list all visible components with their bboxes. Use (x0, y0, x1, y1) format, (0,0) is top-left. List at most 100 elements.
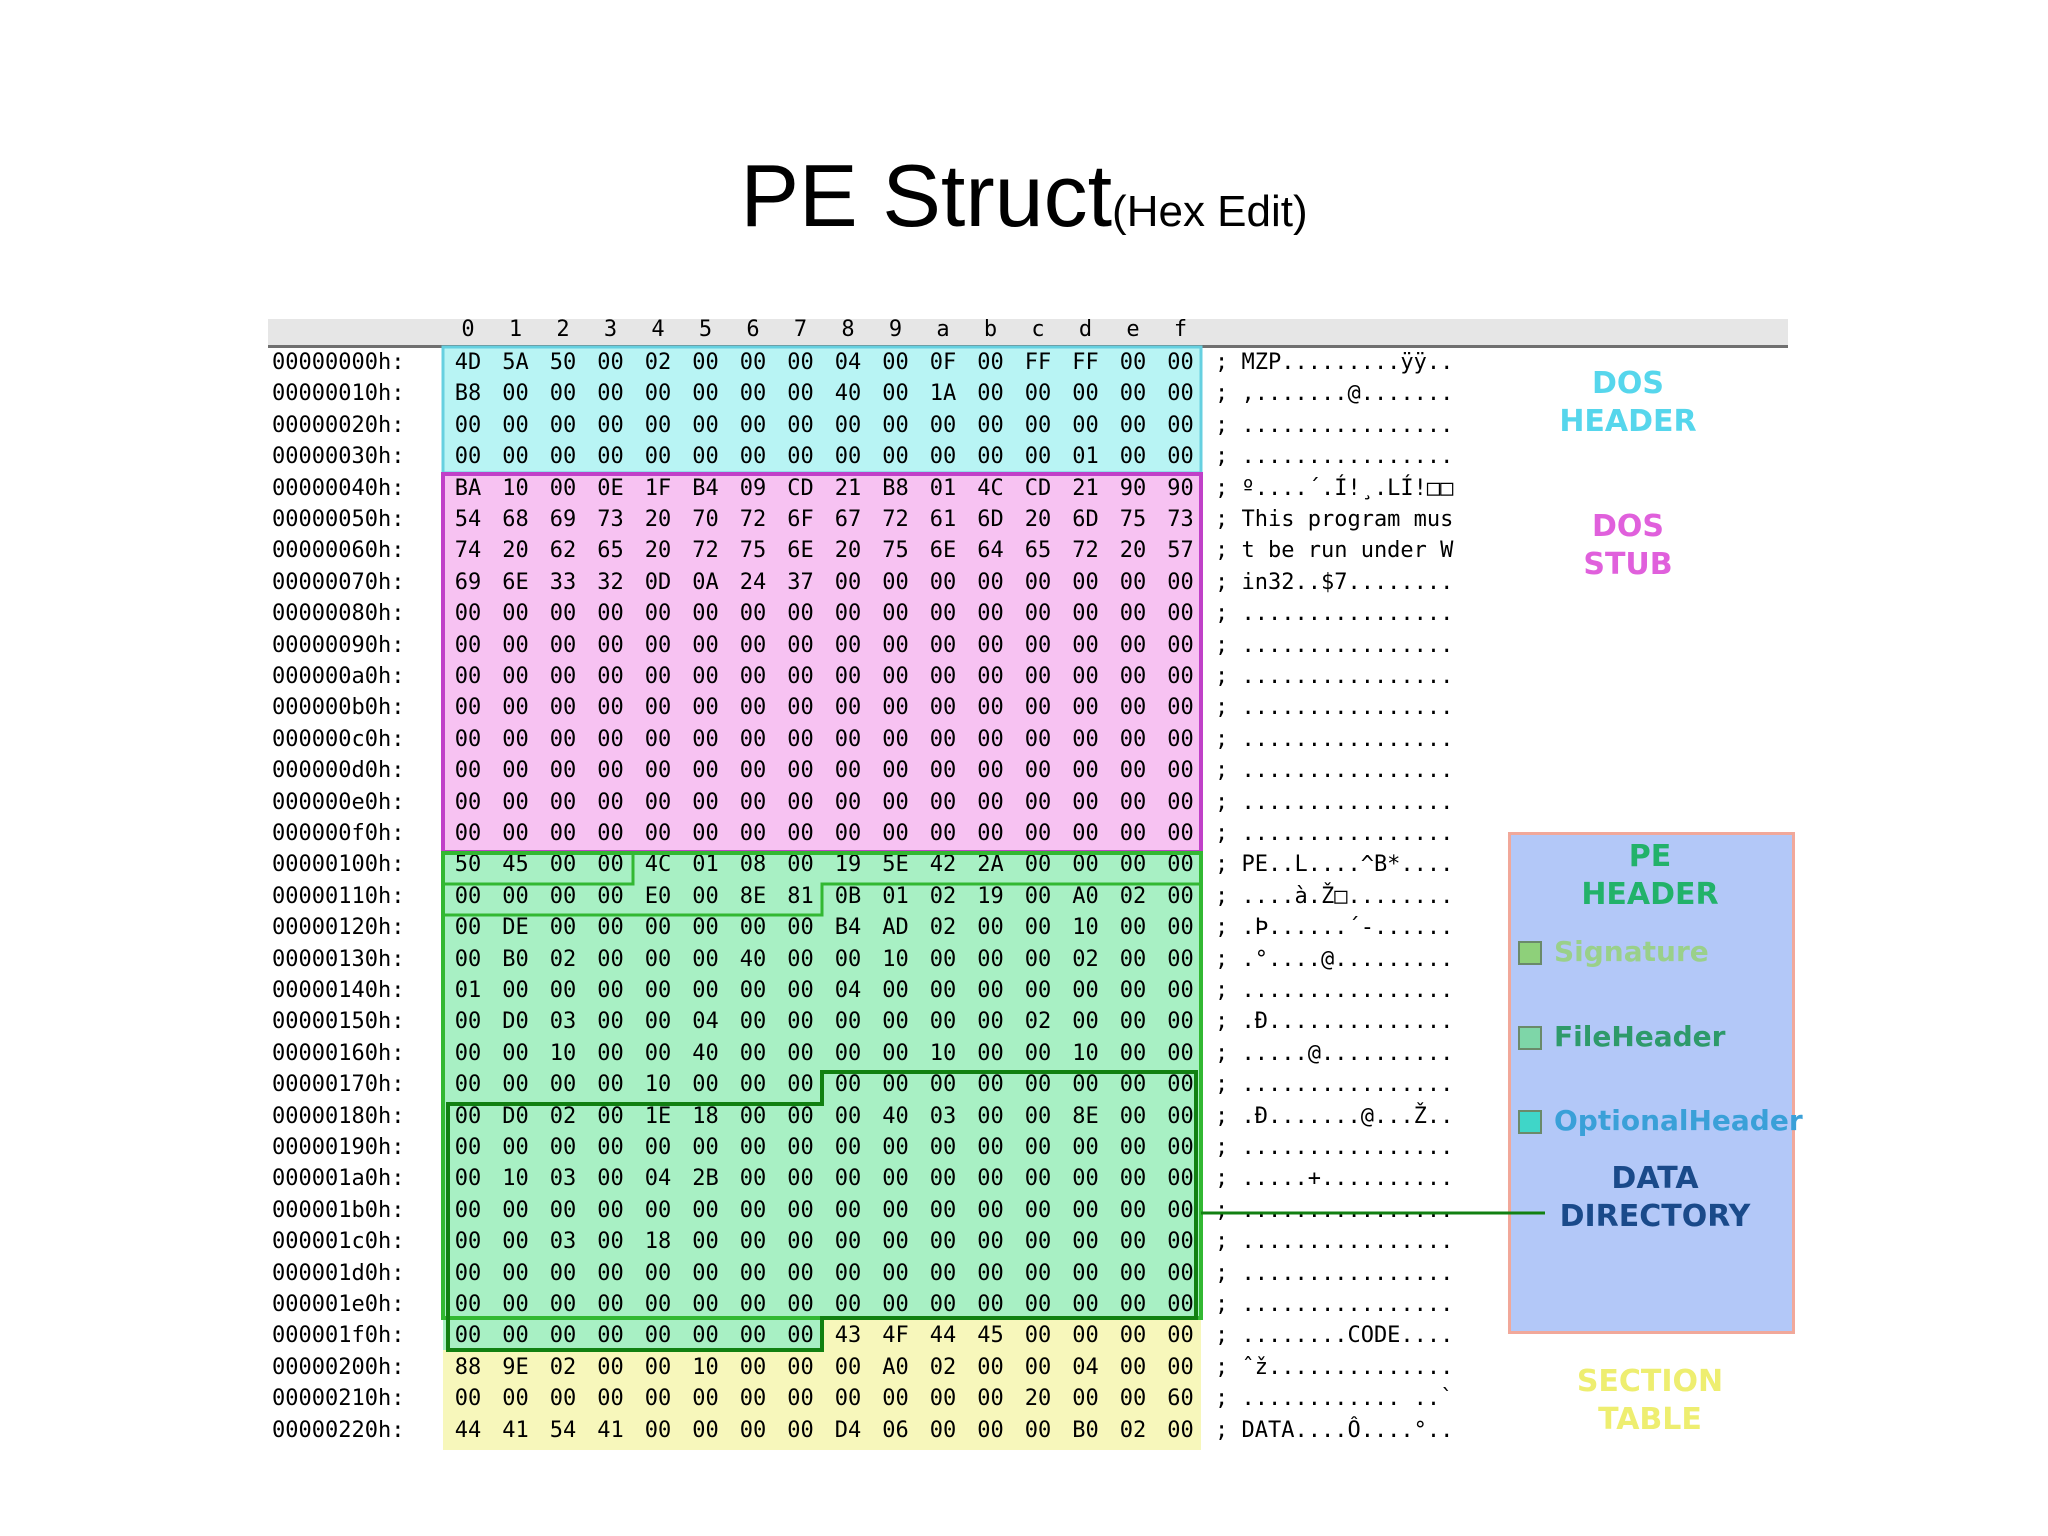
hex-byte: 02 (549, 1103, 577, 1129)
hex-byte: 00 (644, 632, 672, 658)
hex-byte: D4 (834, 1417, 862, 1443)
hex-byte: 00 (1072, 632, 1099, 658)
ascii-column: ; ................ (1215, 789, 1454, 815)
hex-byte: 00 (1167, 915, 1194, 941)
ascii-column: ; ................ (1215, 444, 1454, 470)
hex-byte: 00 (1024, 444, 1052, 470)
hex-byte: 00 (692, 1323, 719, 1349)
hex-byte: 40 (739, 946, 767, 972)
hex-byte: 00 (739, 381, 767, 407)
hex-byte: 00 (692, 883, 719, 909)
hex-byte: 73 (597, 507, 624, 532)
hex-byte: 10 (692, 1354, 719, 1380)
column-header-d: d (1078, 317, 1093, 342)
hex-byte: 00 (597, 632, 624, 658)
hex-byte: 00 (929, 1386, 957, 1412)
hex-byte: 0A (692, 569, 719, 595)
hex-byte: 00 (597, 1197, 624, 1223)
hex-byte: 00 (1072, 821, 1099, 846)
hex-byte: 00 (977, 915, 1004, 941)
hex-byte: CD (1024, 475, 1052, 501)
row-address: 00000120h: (272, 915, 405, 941)
hex-byte: 00 (1167, 412, 1194, 438)
hex-byte: 00 (977, 632, 1004, 658)
hex-byte: 00 (549, 821, 577, 846)
ascii-column: ; ................ (1215, 1135, 1454, 1160)
hex-byte: D0 (502, 1009, 529, 1035)
hex-byte: 00 (597, 1323, 624, 1349)
hex-byte: 04 (692, 1009, 719, 1035)
hex-byte: 00 (1167, 978, 1194, 1003)
hex-byte: 00 (787, 601, 814, 627)
hex-byte: 00 (1119, 1354, 1147, 1380)
hex-byte: 00 (644, 1292, 672, 1317)
hex-byte: FF (1072, 350, 1099, 375)
hex-byte: 00 (882, 381, 909, 407)
hex-byte: 04 (834, 978, 862, 1003)
hex-byte: A0 (882, 1354, 909, 1380)
hex-byte: 06 (882, 1417, 909, 1443)
hex-byte: 00 (597, 350, 624, 375)
hex-byte: DE (502, 915, 529, 941)
row-address: 000001b0h: (272, 1197, 405, 1223)
hex-byte: 00 (1024, 758, 1052, 784)
hex-byte: 00 (502, 412, 529, 438)
hex-byte: 0B (834, 883, 862, 909)
hex-byte: 00 (454, 883, 482, 909)
hex-byte: 00 (454, 1386, 482, 1412)
hex-byte: 00 (597, 978, 624, 1003)
hex-byte: 00 (977, 1166, 1004, 1192)
data-directory-label-line2: DIRECTORY (1559, 1199, 1751, 1234)
hex-byte: 00 (1072, 1072, 1099, 1098)
hex-byte: 00 (549, 789, 577, 815)
hex-byte: 00 (1024, 1197, 1052, 1223)
row-address: 000001a0h: (272, 1166, 405, 1192)
hex-byte: 04 (1072, 1354, 1099, 1380)
ascii-column: ; ............ ..` (1215, 1386, 1454, 1412)
hex-byte: 02 (929, 883, 957, 909)
hex-byte: 00 (1119, 852, 1147, 878)
hex-byte: 00 (787, 1166, 814, 1192)
column-header-c: c (1031, 317, 1045, 342)
hex-byte: 00 (1167, 821, 1194, 846)
hex-byte: 00 (692, 601, 719, 627)
hex-byte: A0 (1072, 883, 1099, 909)
hex-byte: 69 (454, 569, 482, 595)
hex-byte: 08 (739, 852, 767, 878)
hex-byte: 00 (1072, 1292, 1099, 1317)
hex-byte: 00 (739, 1417, 767, 1443)
hex-byte: 00 (977, 946, 1004, 972)
hex-byte: 00 (739, 1386, 767, 1412)
hex-byte: 00 (502, 664, 529, 689)
hex-byte: 00 (882, 758, 909, 784)
hex-byte: 00 (1119, 946, 1147, 972)
hex-byte: 00 (644, 695, 672, 721)
hex-byte: 00 (502, 601, 529, 627)
dos-header-label-line1: DOS (1591, 366, 1664, 401)
hex-byte: 00 (597, 821, 624, 846)
hex-byte: 00 (882, 1009, 909, 1035)
hex-byte: 00 (549, 1197, 577, 1223)
hex-byte: 72 (692, 538, 719, 564)
hex-byte: 00 (549, 601, 577, 627)
hex-byte: 00 (882, 569, 909, 595)
hex-byte: 00 (977, 664, 1004, 689)
hex-byte: 00 (692, 1260, 719, 1286)
hex-byte: 00 (1119, 444, 1147, 470)
hex-byte: 00 (787, 444, 814, 470)
hex-byte: 00 (882, 1166, 909, 1192)
hex-byte: 44 (929, 1323, 957, 1349)
hex-byte: 00 (454, 1229, 482, 1255)
hex-byte: 00 (644, 1135, 672, 1160)
hex-byte: 00 (882, 1197, 909, 1223)
hex-byte: 4D (454, 350, 482, 375)
hex-byte: 00 (739, 821, 767, 846)
ascii-column: ; ................ (1215, 1229, 1454, 1255)
hex-byte: 00 (502, 1229, 529, 1255)
hex-byte: 00 (787, 1009, 814, 1035)
hex-byte: 00 (739, 1354, 767, 1380)
hex-byte: 00 (977, 1260, 1004, 1286)
hex-byte: 88 (454, 1354, 482, 1380)
hex-byte: 10 (644, 1072, 672, 1098)
